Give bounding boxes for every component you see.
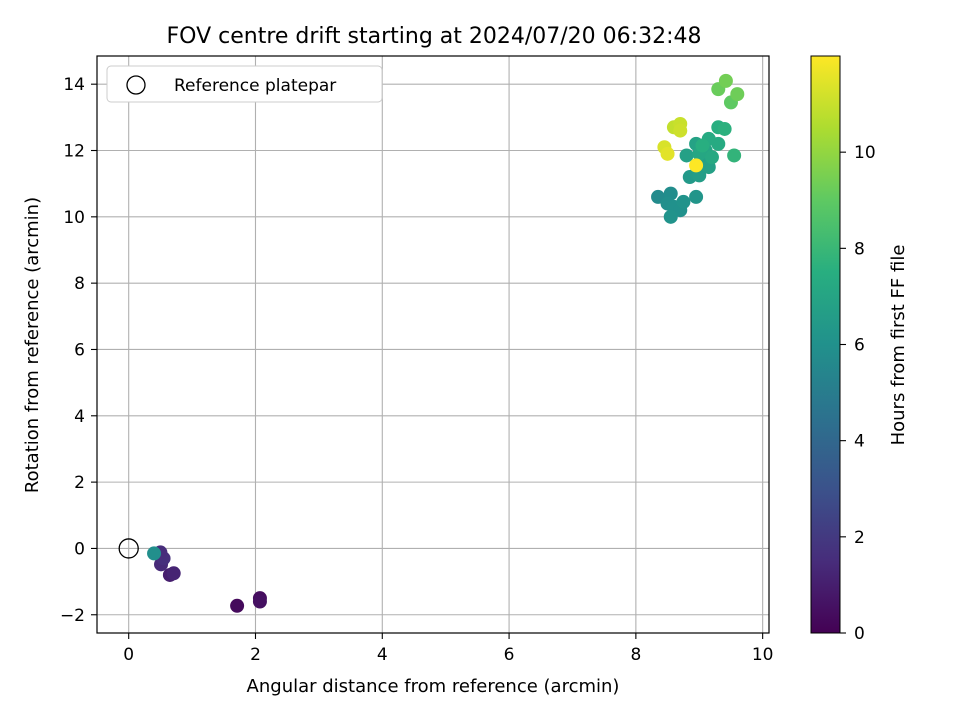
x-tick-label: 0 (123, 645, 134, 665)
data-point (695, 138, 710, 153)
colorbar-tick-label: 2 (854, 528, 865, 548)
y-axis-ticks: −2 0 2 4 6 8 10 12 14 (60, 75, 97, 626)
reference-layer (118, 538, 139, 559)
data-point (252, 594, 267, 609)
data-point (704, 150, 719, 165)
chart-title: FOV centre drift starting at 2024/07/20 … (167, 24, 702, 49)
x-tick-label: 4 (377, 645, 388, 665)
x-tick-label: 10 (752, 645, 774, 665)
data-points (147, 73, 745, 613)
plot-frame (96, 55, 770, 634)
legend: Reference platepar (106, 65, 383, 103)
data-point (689, 189, 704, 204)
y-tick-label: 6 (74, 340, 85, 360)
data-point (676, 194, 691, 209)
grid (97, 56, 769, 633)
x-tick-label: 6 (504, 645, 515, 665)
y-tick-label: −2 (60, 606, 85, 626)
data-point (717, 121, 732, 136)
colorbar-tick-label: 0 (854, 624, 865, 644)
colorbar-tick-label: 4 (854, 432, 865, 452)
colorbar-tick-label: 6 (854, 336, 865, 356)
x-axis-ticks: 0 2 4 6 8 10 (123, 633, 773, 665)
y-tick-label: 12 (63, 142, 85, 162)
data-point (147, 546, 162, 561)
y-tick-label: 10 (63, 208, 85, 228)
data-point (166, 566, 181, 581)
y-tick-label: 8 (74, 274, 85, 294)
data-point (689, 158, 704, 173)
legend-label-reference: Reference platepar (174, 76, 336, 96)
y-axis-label: Rotation from reference (arcmin) (22, 197, 43, 493)
colorbar: 0 2 4 6 8 10 Hours from first FF file (810, 55, 909, 644)
data-point (660, 146, 675, 161)
colorbar-label: Hours from first FF file (888, 245, 909, 446)
y-tick-label: 0 (74, 539, 85, 559)
data-point (673, 123, 688, 138)
legend-marker-reference (126, 75, 146, 95)
colorbar-tick-label: 10 (854, 143, 876, 163)
y-tick-label: 4 (74, 407, 85, 427)
y-tick-label: 2 (74, 473, 85, 493)
data-point (679, 148, 694, 163)
x-tick-label: 2 (250, 645, 261, 665)
data-point (230, 598, 245, 613)
colorbar-ticks: 0 2 4 6 8 10 (840, 143, 876, 644)
colorbar-gradient (810, 55, 841, 634)
legend-box (106, 65, 383, 103)
data-point (727, 148, 742, 163)
x-axis-label: Angular distance from reference (arcmin) (247, 676, 620, 697)
data-point (730, 87, 745, 102)
y-tick-label: 14 (63, 75, 85, 95)
reference-point (118, 538, 139, 559)
x-tick-label: 8 (630, 645, 641, 665)
data-point (663, 209, 678, 224)
data-point (718, 73, 733, 88)
colorbar-tick-label: 8 (854, 239, 865, 259)
